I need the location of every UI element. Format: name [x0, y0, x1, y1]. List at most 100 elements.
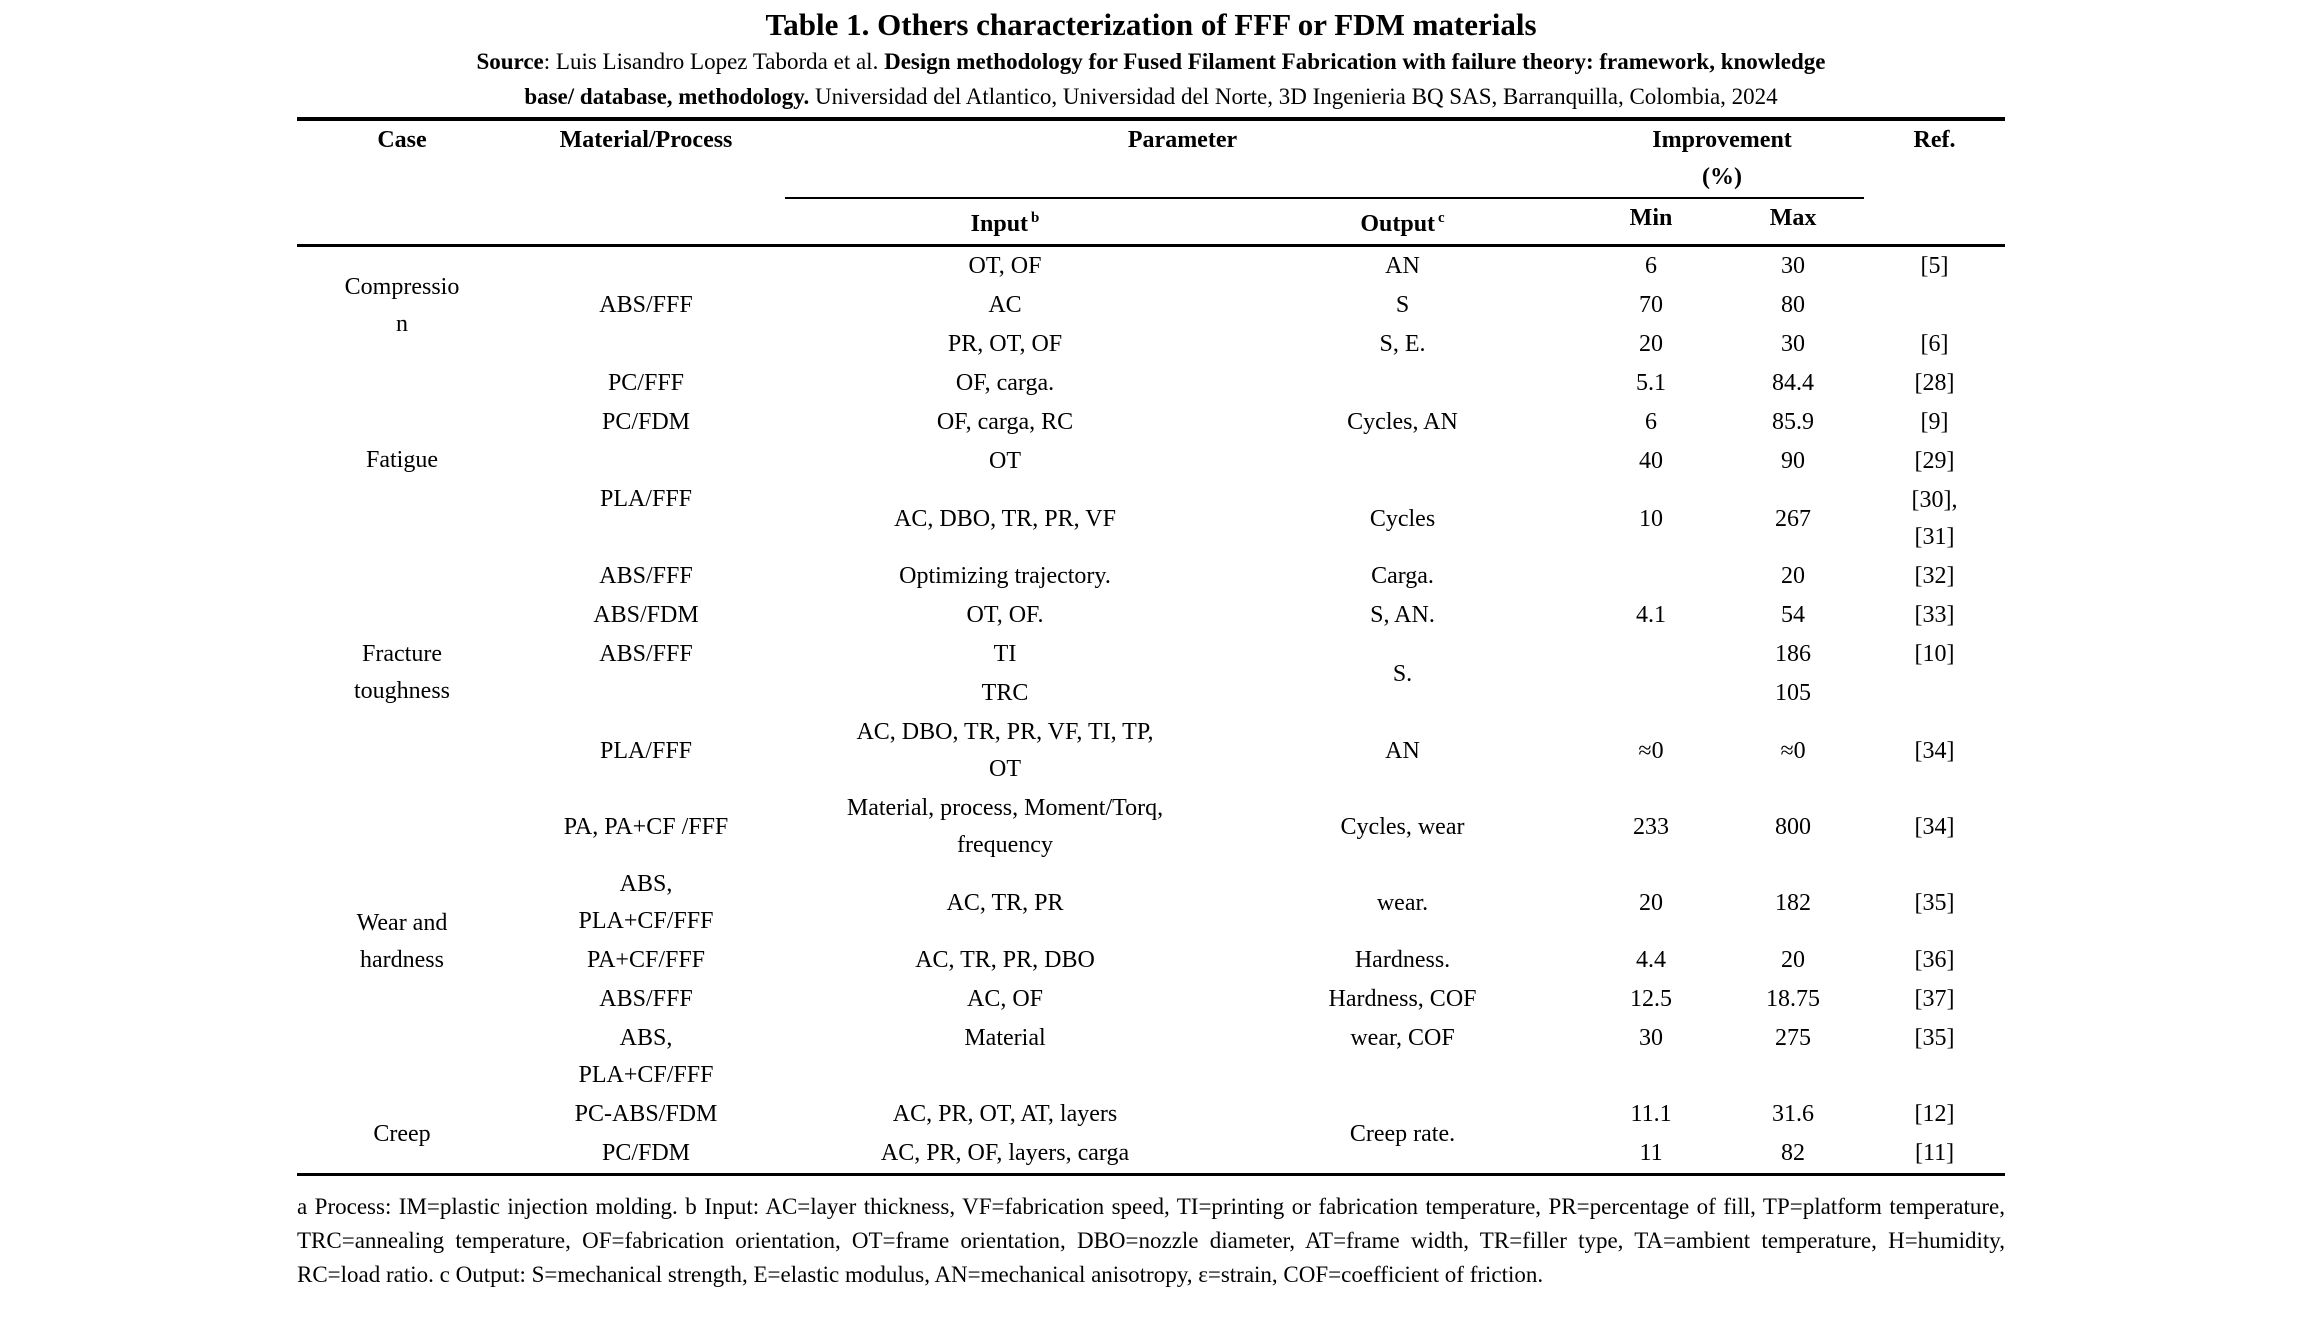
cell-ref: [32]	[1914, 563, 1955, 589]
cell-material: PC/FDM	[601, 1140, 691, 1166]
cell-min: 233	[1633, 813, 1670, 840]
cell-input: OT	[989, 448, 1021, 474]
cell-max: 182	[1775, 889, 1812, 916]
cell-ref: [34]	[1914, 813, 1955, 840]
cell-ref: [37]	[1914, 986, 1955, 1012]
cell-ref: [30], [31]	[1911, 487, 1958, 550]
cell-output: Cycles, AN	[1347, 409, 1458, 435]
col-header-output: Output c	[1225, 198, 1581, 247]
col-header-input: Input b	[785, 198, 1225, 247]
cell-min: 10	[1639, 505, 1664, 532]
cell-case: Wear and hardness	[356, 910, 448, 973]
table-title: Table 1. Others characterization of FFF …	[765, 7, 1537, 42]
cell-input: OT, OF.	[966, 602, 1044, 628]
cell-max: 85.9	[1772, 409, 1815, 435]
cell-max: 54	[1781, 602, 1806, 628]
cell-ref: [6]	[1920, 331, 1949, 357]
cell-max: 84.4	[1772, 370, 1815, 396]
cell-input: OT, OF	[968, 253, 1042, 279]
cell-max: 20	[1781, 947, 1806, 973]
cell-input: Optimizing trajectory.	[899, 563, 1111, 589]
cell-max: 267	[1775, 505, 1812, 532]
cell-max: 18.75	[1766, 986, 1821, 1012]
cell-material: PA+CF/FFF	[586, 947, 706, 973]
cell-input: AC, DBO, TR, PR, VF	[894, 505, 1116, 532]
cell-input: PR, OT, OF	[947, 331, 1063, 357]
col-header-material-process: Material/Process	[507, 119, 785, 247]
cell-input: AC, DBO, TR, PR, VF, TI, TP, OT	[856, 719, 1154, 782]
cell-ref: [12]	[1914, 1101, 1955, 1127]
header-row-2: Input b Output c Min Max	[297, 198, 2005, 247]
cell-ref: [11]	[1914, 1140, 1955, 1166]
cell-ref: [28]	[1914, 370, 1955, 396]
cell-material: ABS, PLA+CF/FFF	[578, 1025, 714, 1088]
cell-input: TI	[993, 641, 1017, 667]
cell-output: Hardness.	[1354, 947, 1451, 973]
header-row-1: Case Material/Process Parameter Improvem…	[297, 119, 2006, 247]
cell-input: Material, process, Moment/Torq, frequenc…	[846, 795, 1164, 858]
source-line: Source: Luis Lisandro Lopez Taborda et a…	[297, 44, 2005, 114]
table-footnote: a Process: IM=plastic injection molding.…	[297, 1194, 2005, 1287]
cell-material: PLA/FFF	[599, 486, 693, 512]
cell-material	[507, 674, 785, 713]
col-header-case: Case	[297, 119, 507, 247]
cell-min: 11	[1639, 1140, 1663, 1166]
cell-material: PC-ABS/FDM	[574, 1101, 718, 1127]
table-row: ABS/FFF TI S. 186 [10]	[297, 635, 2005, 687]
cell-material: ABS/FFF	[599, 292, 693, 318]
cell-case: Creep	[373, 1120, 431, 1147]
cell-output: Cycles	[1369, 505, 1436, 532]
cell-ref: [35]	[1914, 1025, 1955, 1051]
cell-material: ABS, PLA+CF/FFF	[578, 871, 714, 934]
cell-max: 80	[1781, 292, 1806, 318]
cell-input: OF, carga, RC	[936, 409, 1074, 435]
cell-min: 4.1	[1636, 602, 1667, 628]
table-row: Wear and hardness PA, PA+CF /FFF Materia…	[297, 789, 2005, 973]
cell-max: ≈0	[1780, 737, 1806, 764]
cell-min: 4.4	[1636, 947, 1667, 973]
cell-output: S.	[1392, 660, 1413, 687]
cell-material: PA, PA+CF /FFF	[563, 813, 729, 840]
cell-input: TRC	[981, 680, 1029, 706]
cell-output: S, AN.	[1370, 602, 1435, 628]
col-header-improvement: Improvement (%)	[1580, 119, 1865, 199]
cell-material: PLA/FFF	[599, 737, 693, 764]
cell-output: AN	[1385, 737, 1420, 764]
cell-output	[1225, 442, 1580, 481]
cell-output: S	[1395, 292, 1410, 318]
cell-material: PC/FDM	[601, 409, 691, 435]
cell-case: Fatigue	[366, 447, 438, 473]
cell-ref: [34]	[1914, 737, 1955, 764]
cell-ref: [36]	[1914, 947, 1955, 973]
col-header-min: Min	[1580, 198, 1723, 247]
source-authors: : Luis Lisandro Lopez Taborda et al.	[543, 49, 885, 74]
source-label: Source	[476, 49, 544, 74]
cell-output: Cycles, wear	[1340, 813, 1465, 840]
table-row: PC/FDM AC, PR, OF, layers, carga 11 82 […	[297, 1134, 2005, 1175]
cell-max: 82	[1781, 1140, 1806, 1166]
cell-max: 275	[1775, 1025, 1812, 1051]
table-block: Table 1. Others characterization of FFF …	[297, 6, 2006, 1292]
cell-min: 30	[1639, 1025, 1664, 1051]
cell-ref: [29]	[1914, 448, 1955, 474]
col-header-ref: Ref.	[1864, 119, 2006, 247]
table-row: PLA/FFF AC, DBO, TR, PR, VF, TI, TP, OT …	[297, 713, 2005, 789]
table-row: Fatigue PC/FFF OF, carga. 5.1 84.4 [28]	[297, 364, 2005, 473]
cell-max: 30	[1781, 253, 1806, 279]
cell-min: 20	[1639, 331, 1664, 357]
cell-max: 105	[1775, 680, 1812, 706]
cell-min: 20	[1639, 889, 1664, 916]
table-row: ABS/FDM OT, OF. S, AN. 4.1 54 [33]	[297, 596, 2005, 635]
cell-output: S, E.	[1379, 331, 1426, 357]
cell-min: 6	[1645, 409, 1658, 435]
cell-ref	[1864, 674, 2005, 713]
col-header-parameter: Parameter	[785, 119, 1581, 199]
cell-min: ≈0	[1638, 737, 1664, 764]
source-work-title: Design methodology for Fused Filament Fa…	[524, 49, 1826, 109]
cell-max: 800	[1775, 813, 1812, 840]
cell-input: AC	[988, 292, 1022, 318]
table-row: AC, DBO, TR, PR, VF Cycles 10 267 [30], …	[297, 481, 2005, 557]
table-row: Compression ABS/FFF OT, OF AN 6 30 [5]	[297, 246, 2005, 337]
cell-min: 6	[1645, 253, 1658, 279]
